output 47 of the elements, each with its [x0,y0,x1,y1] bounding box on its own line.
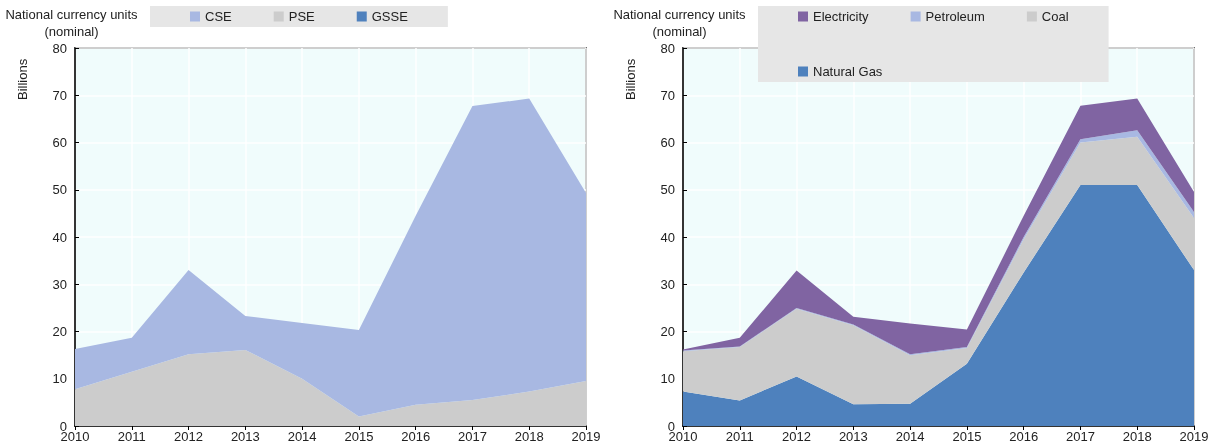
y-tick-label: 30 [660,276,675,292]
x-tick-label: 2018 [514,429,544,443]
x-tick-label: 2011 [725,429,754,443]
x-tick-label: 2018 [1122,429,1152,443]
x-tick-label: 2016 [401,429,431,443]
y-tick-label: 80 [52,40,67,56]
x-tick-label: 2019 [1179,429,1209,443]
legend-label: Electricity [813,9,870,24]
y-tick-label: 20 [660,324,675,339]
y-tick-label: 10 [660,371,675,387]
x-tick-label: 2015 [952,429,982,443]
y-tick-label: 30 [52,276,67,292]
y-tick-label: 60 [52,135,67,150]
x-tick-label: 2014 [895,429,925,443]
x-tick-label: 2014 [287,429,317,443]
x-tick-label: 2012 [174,429,204,443]
y-tick-label: 60 [660,135,675,150]
legend-label: Natural Gas [813,64,883,79]
y-tick-label: 20 [52,324,67,339]
x-tick-label: 2015 [344,429,374,443]
text: National currency units (nominal) [612,6,747,40]
legend-label: CSE [205,9,233,24]
x-tick-label: 2013 [838,429,868,443]
x-tick-label: 2012 [782,429,812,443]
x-tick-label: 2013 [230,429,260,443]
y-axis-title: Billions [622,58,638,100]
x-tick-label: 2019 [571,429,601,443]
x-tick-label: 2011 [117,429,146,443]
y-tick-label: 50 [660,182,675,198]
y-tick-label: 70 [660,87,675,103]
x-tick-label: 2010 [60,429,90,443]
y-tick-label: 40 [660,229,675,245]
legend-label: PSE [288,9,316,24]
y-tick-label: 10 [52,371,67,387]
y-tick-label: 40 [52,229,67,245]
y-tick-label: 80 [660,40,675,56]
text: National currency units (nominal) [4,6,139,40]
x-tick-label: 2016 [1009,429,1039,443]
x-tick-label: 2017 [457,429,487,443]
x-tick-label: 2017 [1065,429,1095,443]
y-tick-label: 50 [52,182,67,198]
x-tick-label: 2010 [668,429,698,443]
y-tick-label: 70 [52,87,67,103]
legend-label: Petroleum [925,9,985,24]
y-axis-title: Billions [14,58,30,100]
legend-label: GSSE [371,9,409,24]
legend-label: Coal [1041,9,1069,24]
